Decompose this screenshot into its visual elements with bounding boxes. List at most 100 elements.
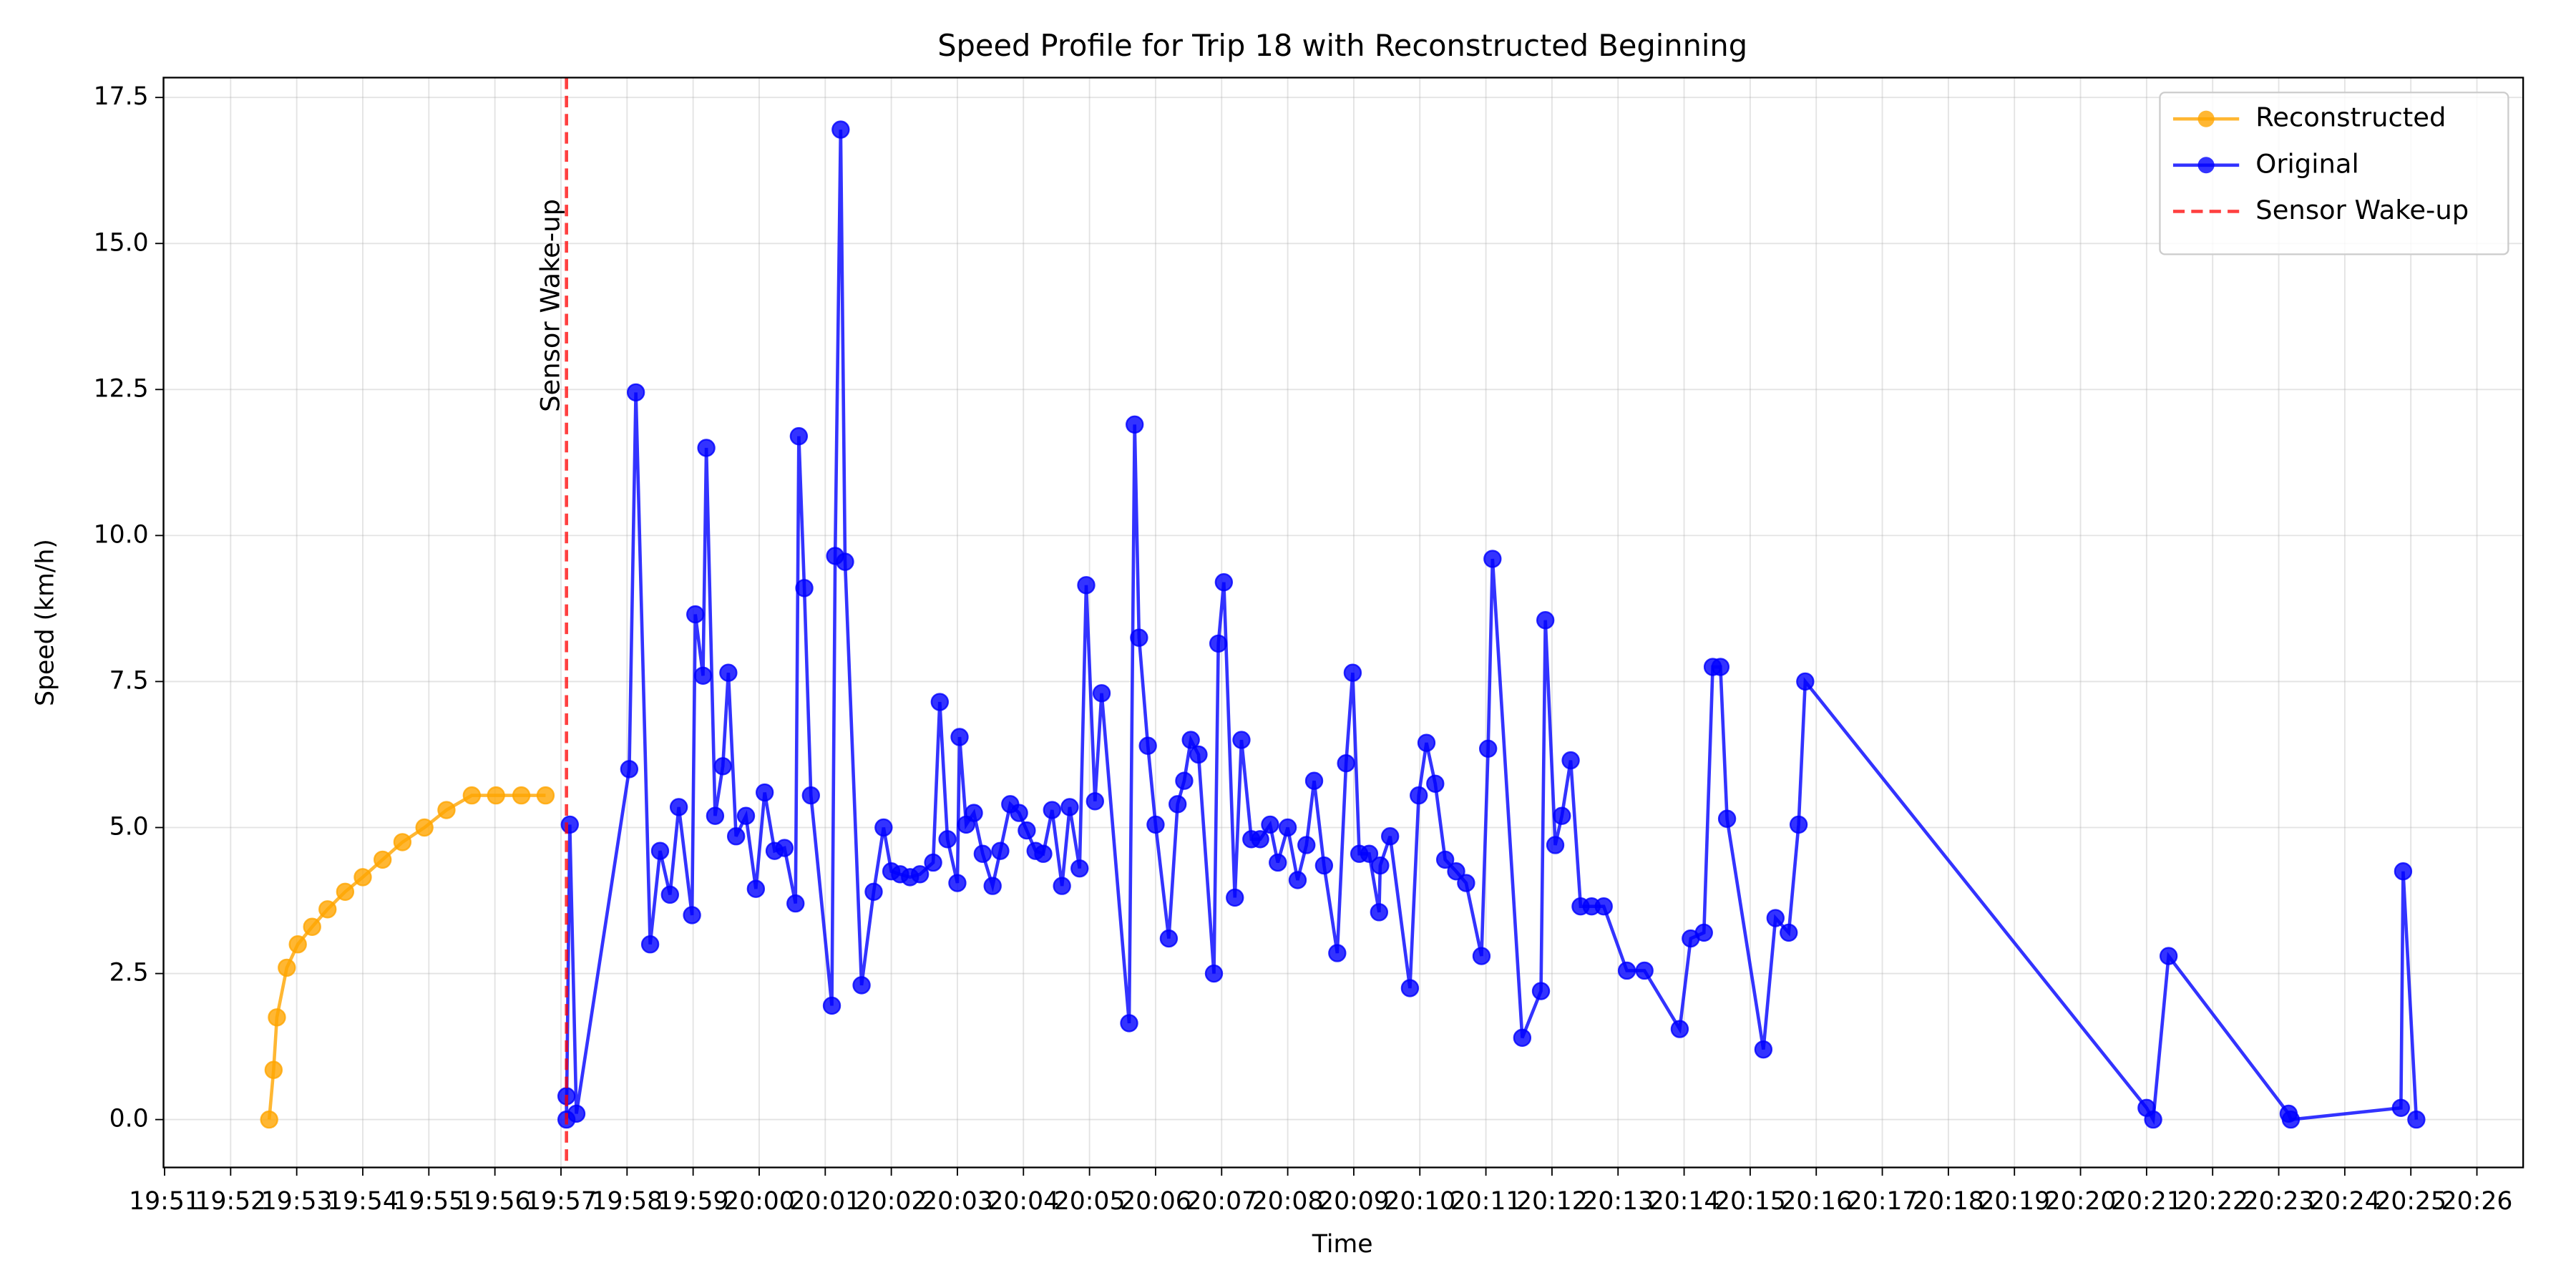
- data-point: [930, 693, 950, 711]
- x-tick-label: 19:52: [195, 1187, 266, 1216]
- data-point: [318, 900, 337, 919]
- data-point: [1214, 572, 1234, 592]
- data-point: [1092, 684, 1111, 703]
- data-point: [2281, 1110, 2301, 1129]
- data-point: [560, 815, 579, 834]
- data-point: [836, 552, 854, 571]
- data-point: [1120, 1014, 1138, 1033]
- data-point: [713, 757, 732, 776]
- y-tick-label: 17.5: [94, 82, 149, 111]
- data-point: [1417, 733, 1436, 752]
- data-point: [626, 383, 645, 402]
- data-point: [1304, 771, 1324, 790]
- data-point: [948, 874, 967, 892]
- data-point: [822, 996, 841, 1015]
- data-point: [462, 786, 482, 805]
- legend-marker: [2197, 110, 2215, 127]
- x-tick-label: 20:06: [1120, 1187, 1191, 1216]
- data-point: [1209, 634, 1228, 653]
- x-tick-label: 20:25: [2375, 1187, 2446, 1216]
- x-tick-label: 20:22: [2177, 1187, 2248, 1216]
- data-point: [1766, 909, 1785, 927]
- data-point: [2407, 1110, 2426, 1129]
- x-tick-label: 19:56: [459, 1187, 531, 1216]
- data-point: [1261, 815, 1279, 834]
- data-point: [512, 786, 531, 805]
- x-tick-label: 19:58: [591, 1187, 663, 1216]
- data-point: [801, 786, 820, 805]
- x-tick-label: 19:55: [393, 1187, 464, 1216]
- data-point: [2391, 1098, 2411, 1117]
- data-point: [1536, 611, 1555, 630]
- data-point: [353, 868, 372, 887]
- data-point: [1472, 947, 1491, 965]
- x-axis-label: Time: [1312, 1230, 1373, 1259]
- data-point: [746, 879, 766, 898]
- data-point: [278, 958, 296, 977]
- data-point: [1251, 830, 1269, 849]
- data-point: [874, 818, 893, 837]
- data-point: [1553, 806, 1571, 825]
- y-tick-label: 2.5: [109, 959, 149, 987]
- data-point: [1328, 944, 1347, 962]
- data-point: [719, 663, 738, 682]
- legend-marker: [2197, 157, 2215, 174]
- x-tick-label: 20:03: [922, 1187, 993, 1216]
- data-point: [864, 882, 883, 901]
- x-tick-label: 20:08: [1252, 1187, 1324, 1216]
- data-point: [1617, 961, 1636, 980]
- x-tick-label: 20:13: [1582, 1187, 1654, 1216]
- data-point: [1053, 877, 1071, 895]
- axes-frame: [162, 77, 2524, 1169]
- x-tick-label: 20:20: [2045, 1187, 2117, 1216]
- data-point: [669, 798, 688, 816]
- data-point: [268, 1008, 286, 1027]
- data-point: [852, 976, 871, 995]
- legend: Reconstructed Original Sensor Wake-up: [2159, 92, 2509, 255]
- x-tick-label: 20:26: [2441, 1187, 2513, 1216]
- data-point: [393, 833, 412, 852]
- data-point: [1635, 961, 1654, 980]
- x-tick-label: 20:16: [1780, 1187, 1852, 1216]
- x-tick-label: 19:59: [658, 1187, 729, 1216]
- data-point: [1060, 798, 1079, 816]
- data-point: [1531, 982, 1551, 1000]
- legend-label: Reconstructed: [2255, 102, 2446, 133]
- data-point: [1226, 888, 1244, 907]
- data-point: [1711, 658, 1730, 676]
- data-point: [1561, 751, 1580, 770]
- data-point: [660, 885, 680, 904]
- data-point: [336, 882, 355, 901]
- plot-area: Sensor Wake-up: [260, 77, 2426, 1168]
- y-tick-label: 0.0: [109, 1105, 149, 1133]
- data-point: [487, 786, 505, 805]
- data-point: [650, 841, 670, 860]
- data-point: [620, 760, 639, 779]
- data-point: [965, 804, 983, 822]
- data-point: [683, 906, 701, 924]
- data-point: [1400, 979, 1420, 997]
- data-point: [1181, 731, 1200, 749]
- data-point: [288, 935, 307, 954]
- x-tick-label: 20:00: [723, 1187, 795, 1216]
- data-point: [1126, 415, 1144, 434]
- data-point: [1130, 628, 1148, 647]
- legend-label: Sensor Wake-up: [2255, 195, 2469, 225]
- data-point: [1694, 923, 1713, 942]
- data-point: [2144, 1110, 2162, 1129]
- data-point: [1077, 576, 1096, 595]
- data-point: [697, 439, 716, 457]
- data-point: [736, 806, 756, 825]
- legend-box: [2159, 92, 2509, 255]
- data-point: [1010, 804, 1028, 822]
- x-tick-label: 19:53: [261, 1187, 333, 1216]
- data-point: [1070, 859, 1089, 878]
- data-point: [1457, 874, 1475, 892]
- data-point: [786, 894, 805, 913]
- data-point: [1169, 795, 1187, 814]
- data-point: [1034, 844, 1053, 863]
- data-point: [536, 786, 555, 805]
- x-tick-label: 20:02: [856, 1187, 927, 1216]
- x-tick-label: 20:05: [1054, 1187, 1126, 1216]
